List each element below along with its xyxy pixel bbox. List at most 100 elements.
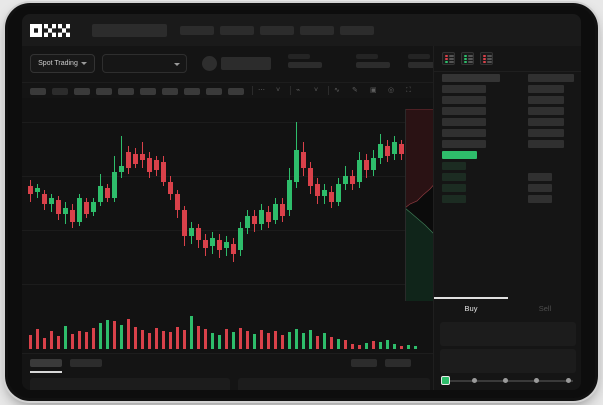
tab-buy[interactable]: Buy	[464, 303, 478, 313]
orderbook-ask-row[interactable]	[434, 118, 581, 127]
interval-button-9[interactable]	[206, 88, 222, 95]
orderbook-last-price-row[interactable]	[434, 151, 581, 160]
orderbook-header-divider	[434, 71, 581, 72]
orderbook-bids-icon[interactable]	[461, 52, 474, 65]
volume-bar	[169, 332, 172, 349]
interval-button-5[interactable]	[118, 88, 134, 95]
nav-item-4[interactable]	[300, 26, 334, 35]
indicator-dropdown-icon[interactable]: ˅	[314, 87, 319, 94]
volume-bar	[232, 332, 235, 349]
market-stat-1	[288, 54, 322, 68]
orderbook-bid-row[interactable]	[434, 195, 581, 204]
tab-order-history[interactable]	[70, 359, 102, 367]
line-chart-icon[interactable]: ∿	[334, 87, 340, 94]
orderbook-and-trade-panel: Buy Sell	[433, 46, 581, 390]
candle-body	[175, 194, 180, 210]
interval-button-3[interactable]	[74, 88, 90, 95]
orderbook-asks-icon[interactable]	[480, 52, 493, 65]
slider-rail	[443, 380, 573, 382]
orderbook-ask-row-price	[442, 107, 486, 115]
candle-body	[224, 242, 229, 248]
nav-item-5[interactable]	[340, 26, 374, 35]
chevron-down-icon	[174, 63, 180, 66]
orderbook-ask-row-amount	[528, 129, 564, 137]
interval-button-6[interactable]	[140, 88, 156, 95]
volume-bar	[78, 331, 81, 349]
orderbook-ask-row-price	[442, 85, 486, 93]
candle-body	[392, 142, 397, 154]
orderbook-ask-row[interactable]	[434, 96, 581, 105]
orderbook-header-row[interactable]	[434, 74, 581, 83]
slider-stop-25[interactable]	[472, 378, 477, 383]
bottom-panel-right[interactable]	[238, 378, 430, 390]
candlestick-chart[interactable]	[22, 98, 433, 301]
candle-body	[217, 240, 222, 250]
slider-stop-75[interactable]	[534, 378, 539, 383]
slider-stop-100[interactable]	[566, 378, 571, 383]
settings-icon[interactable]: ◎	[388, 87, 395, 94]
fullscreen-icon[interactable]: ⛶	[406, 87, 411, 94]
volume-bar	[197, 326, 200, 349]
candle-body	[357, 160, 362, 182]
interval-button-2[interactable]	[52, 88, 68, 95]
interval-button-7[interactable]	[162, 88, 178, 95]
volume-bar	[414, 346, 417, 349]
chevron-down-icon	[80, 62, 87, 65]
volume-bar	[267, 333, 270, 349]
pencil-icon[interactable]: ✎	[352, 87, 358, 94]
tab-sell[interactable]: Sell	[538, 303, 552, 313]
volume-bar	[50, 331, 53, 349]
candle-body	[280, 204, 285, 216]
orderbook-bid-row[interactable]	[434, 173, 581, 182]
orderbook-both-icon[interactable]	[442, 52, 455, 65]
nav-item-2[interactable]	[220, 26, 254, 35]
volume-bar	[253, 334, 256, 349]
chart-gridline	[22, 176, 433, 177]
camera-icon[interactable]: ▣	[370, 87, 377, 94]
candle-body	[343, 176, 348, 184]
candle-wick	[121, 136, 122, 178]
amount-percent-slider[interactable]	[440, 376, 576, 386]
candle-body	[84, 202, 89, 214]
search-input[interactable]	[92, 24, 167, 37]
orderbook-ask-row[interactable]	[434, 140, 581, 149]
interval-button-1[interactable]	[30, 88, 46, 95]
trading-mode-selector[interactable]: Spot Trading	[30, 54, 95, 73]
bottom-action-2[interactable]	[385, 359, 411, 367]
nav-item-1[interactable]	[180, 26, 214, 35]
orderbook-bid-row[interactable]	[434, 162, 581, 171]
orderbook-ask-row[interactable]	[434, 129, 581, 138]
orderbook-bid-row-price	[442, 173, 466, 181]
volume-bar	[358, 345, 361, 349]
volume-bar	[36, 329, 39, 349]
nav-item-3[interactable]	[260, 26, 294, 35]
slider-stop-50[interactable]	[503, 378, 508, 383]
coin-avatar	[202, 56, 217, 71]
volume-chart[interactable]	[22, 301, 433, 353]
orderbook-ask-row[interactable]	[434, 85, 581, 94]
tab-open-orders[interactable]	[30, 359, 62, 367]
orderbook-bid-row[interactable]	[434, 184, 581, 193]
interval-button-10[interactable]	[228, 88, 244, 95]
interval-icon[interactable]: ⋯	[258, 87, 265, 94]
logo-letter-k	[44, 24, 56, 37]
candle-body	[273, 204, 278, 220]
interval-button-4[interactable]	[96, 88, 112, 95]
price-field[interactable]	[440, 322, 576, 346]
trading-pair-selector[interactable]	[102, 54, 187, 73]
candle-body	[385, 146, 390, 156]
bottom-panel-left[interactable]	[30, 378, 230, 390]
orderbook-list[interactable]	[434, 72, 581, 222]
candle-body	[196, 228, 201, 240]
amount-field[interactable]	[440, 349, 576, 373]
volume-bar	[351, 344, 354, 349]
volume-bar	[400, 346, 403, 349]
slider-handle[interactable]	[441, 376, 450, 385]
interval-dropdown-icon[interactable]: ˅	[276, 87, 281, 94]
bottom-action-1[interactable]	[351, 359, 377, 367]
interval-button-8[interactable]	[184, 88, 200, 95]
okx-logo[interactable]	[30, 24, 70, 37]
orderbook-ask-row[interactable]	[434, 107, 581, 116]
volume-bar	[120, 325, 123, 349]
indicator-icon[interactable]: ⌁	[296, 87, 301, 94]
